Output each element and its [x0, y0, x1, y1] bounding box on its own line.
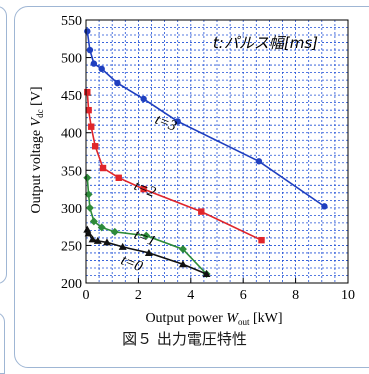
x-axis-label-main: Output power — [145, 311, 226, 326]
data-point-t-1 — [142, 231, 151, 240]
data-point-t-3 — [114, 79, 121, 87]
data-point-t-1 — [83, 173, 92, 182]
x-tick-label: 6 — [240, 288, 247, 303]
data-point-t-3 — [174, 118, 181, 125]
data-point-t-3 — [86, 46, 94, 54]
legend-title: t:パルス幅[ms] — [213, 34, 318, 52]
data-point-t-2 — [198, 208, 205, 215]
x-tick-label: 2 — [135, 288, 142, 303]
data-point-t-1 — [110, 227, 119, 236]
data-point-t-1 — [178, 245, 187, 254]
data-point-t-1 — [85, 203, 94, 212]
series-t-0 — [83, 225, 211, 277]
y-tick-label: 450 — [61, 89, 82, 104]
x-tick-label: 4 — [187, 288, 194, 303]
y-tick-label: 250 — [61, 239, 82, 254]
x-tick-label: 8 — [292, 288, 299, 303]
data-point-t-2 — [85, 106, 92, 114]
data-point-t-1 — [84, 190, 93, 199]
curve-annotation: t=2 — [132, 178, 159, 201]
x-axis-label-sub: out — [238, 317, 250, 327]
data-point-t-2 — [91, 143, 99, 150]
y-tick-label: 500 — [61, 52, 82, 67]
curve-annotation: t=3 — [153, 112, 179, 135]
series-t-3 — [84, 28, 328, 210]
data-point-t-1 — [97, 223, 106, 232]
data-point-t-3 — [140, 95, 147, 103]
data-point-t-3 — [84, 28, 91, 35]
chart-grid — [86, 20, 348, 283]
data-point-t-0 — [144, 248, 153, 256]
data-point-t-2 — [99, 164, 107, 172]
data-point-t-3 — [255, 158, 263, 165]
y-axis-label-unit: [V] — [29, 86, 44, 109]
chart-labels: t:パルス幅[ms] Output power Wout [kW] Output… — [29, 34, 318, 327]
y-axis-label-main: Output voltage — [29, 126, 44, 213]
data-point-t-0 — [93, 236, 102, 244]
series-t-1 — [83, 173, 211, 278]
data-point-t-0 — [84, 229, 93, 237]
y-axis-label-var: V — [29, 116, 44, 126]
data-point-t-2 — [140, 185, 147, 193]
data-point-t-3 — [321, 203, 328, 210]
series-t-2 — [84, 88, 265, 244]
y-axis-label-sub: dc — [35, 109, 45, 118]
y-tick-label: 400 — [61, 127, 82, 142]
data-point-t-0 — [118, 242, 127, 250]
data-point-t-2 — [258, 236, 265, 244]
data-point-t-0 — [88, 235, 97, 243]
y-tick-label: 300 — [61, 202, 82, 217]
curve-annotation: t=0 — [119, 252, 146, 275]
x-axis-label-unit: [kW] — [250, 311, 283, 326]
x-tick-label: 10 — [341, 288, 355, 303]
y-axis-label: Output voltage Vdc [V] — [29, 86, 45, 213]
data-point-t-2 — [115, 174, 122, 181]
x-axis-label: Output power Wout [kW] — [145, 311, 282, 327]
series-line-t-2 — [86, 92, 262, 241]
data-point-t-2 — [84, 88, 91, 96]
data-point-t-2 — [88, 123, 95, 130]
plot-area-border — [85, 19, 349, 284]
chart-series: t=3 t=2 t=1t=0 — [83, 28, 328, 278]
chart-ticks: 0 2 4 6 8 10 200 250 300 350 400 450 500 550 — [61, 14, 355, 303]
figure-caption: 図５ 出力電圧特性 — [122, 330, 247, 348]
data-point-t-0 — [202, 269, 211, 277]
data-point-t-3 — [90, 60, 98, 67]
x-tick-label: 0 — [83, 288, 90, 303]
data-point-t-0 — [83, 225, 92, 233]
y-tick-label: 550 — [61, 14, 82, 29]
data-point-t-0 — [178, 260, 187, 268]
y-tick-label: 200 — [61, 277, 82, 292]
data-point-t-1 — [89, 217, 98, 226]
data-point-t-3 — [98, 65, 105, 73]
curve-annotation: t=1 — [132, 227, 158, 250]
data-point-t-0 — [102, 238, 111, 246]
x-axis-label-var: W — [226, 311, 239, 326]
y-tick-label: 350 — [61, 164, 82, 179]
